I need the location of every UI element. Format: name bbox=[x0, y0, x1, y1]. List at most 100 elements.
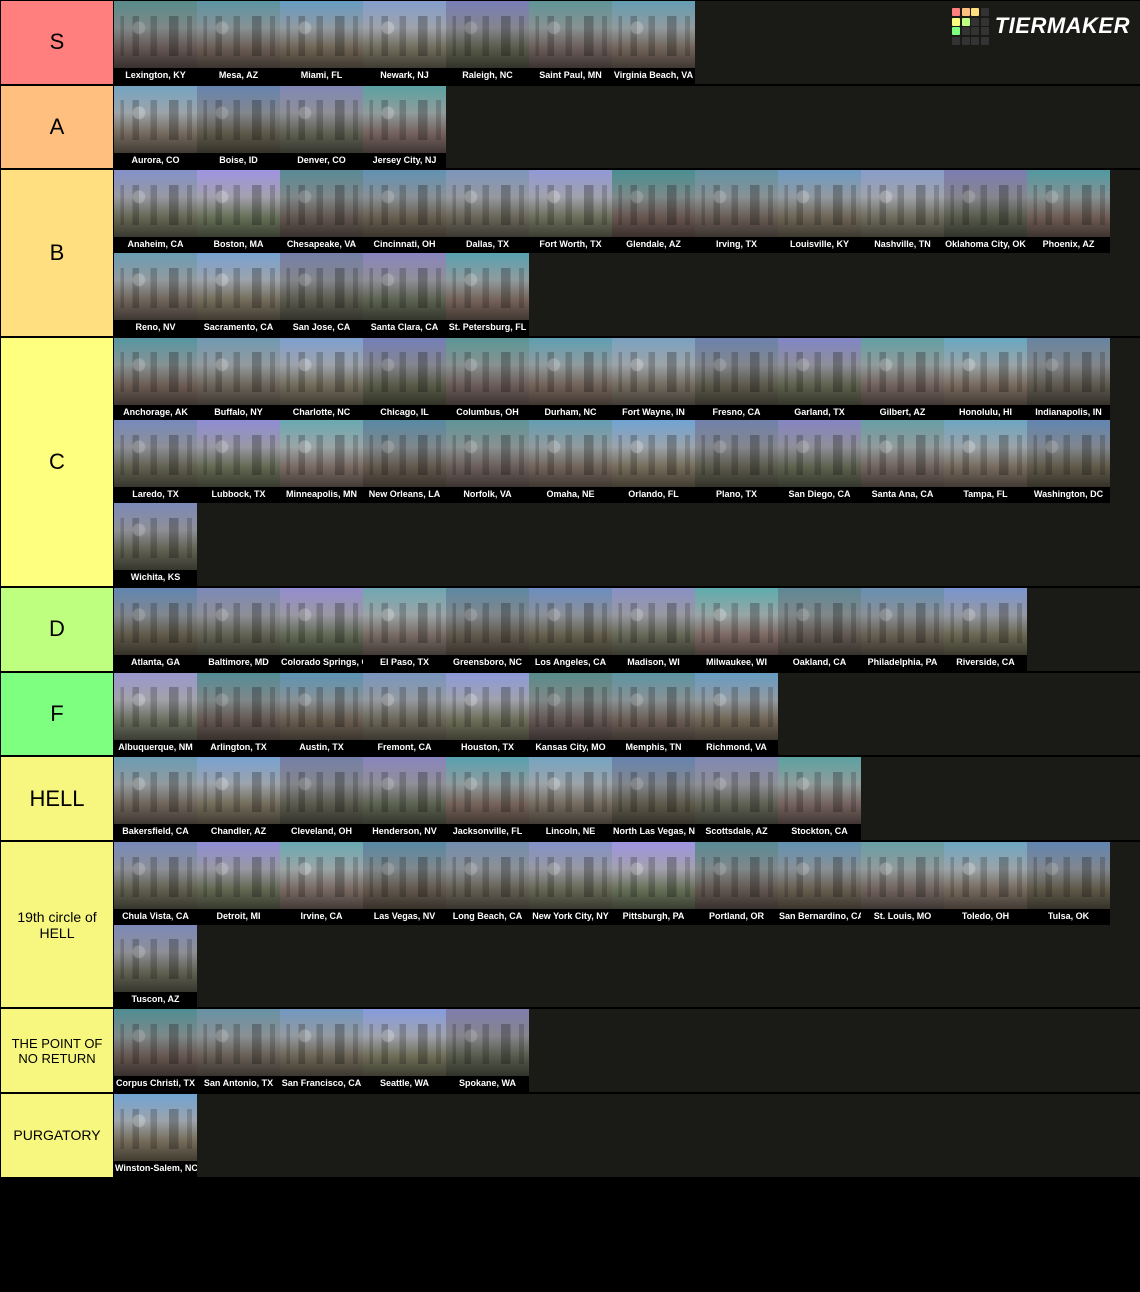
tier-label[interactable]: HELL bbox=[1, 757, 114, 840]
tier-item[interactable]: El Paso, TX bbox=[363, 588, 446, 671]
tier-item[interactable]: Lubbock, TX bbox=[197, 420, 280, 503]
tier-item[interactable]: Spokane, WA bbox=[446, 1009, 529, 1092]
tier-item[interactable]: Jersey City, NJ bbox=[363, 86, 446, 169]
tier-item[interactable]: Buffalo, NY bbox=[197, 338, 280, 421]
tier-item[interactable]: Anaheim, CA bbox=[114, 170, 197, 253]
tier-item[interactable]: Pittsburgh, PA bbox=[612, 842, 695, 925]
tier-item[interactable]: New York City, NY bbox=[529, 842, 612, 925]
tier-item[interactable]: Omaha, NE bbox=[529, 420, 612, 503]
tier-item[interactable]: Minneapolis, MN bbox=[280, 420, 363, 503]
tier-item[interactable]: Lincoln, NE bbox=[529, 757, 612, 840]
tier-item[interactable]: Fort Wayne, IN bbox=[612, 338, 695, 421]
tier-item[interactable]: New Orleans, LA bbox=[363, 420, 446, 503]
tier-item[interactable]: North Las Vegas, NV bbox=[612, 757, 695, 840]
tier-item[interactable]: Virginia Beach, VA bbox=[612, 1, 695, 84]
tier-item[interactable]: Irving, TX bbox=[695, 170, 778, 253]
tier-item[interactable]: Charlotte, NC bbox=[280, 338, 363, 421]
tier-item[interactable]: Chesapeake, VA bbox=[280, 170, 363, 253]
tier-item[interactable]: Denver, CO bbox=[280, 86, 363, 169]
tier-item[interactable]: Nashville, TN bbox=[861, 170, 944, 253]
tier-item[interactable]: Santa Ana, CA bbox=[861, 420, 944, 503]
tier-item[interactable]: Arlington, TX bbox=[197, 673, 280, 756]
tier-item[interactable]: Scottsdale, AZ bbox=[695, 757, 778, 840]
tier-item[interactable]: Washington, DC bbox=[1027, 420, 1110, 503]
tier-label[interactable]: D bbox=[1, 588, 114, 671]
tier-item[interactable]: Orlando, FL bbox=[612, 420, 695, 503]
tier-item[interactable]: Sacramento, CA bbox=[197, 253, 280, 336]
tier-item[interactable]: Corpus Christi, TX bbox=[114, 1009, 197, 1092]
tier-item[interactable]: Kansas City, MO bbox=[529, 673, 612, 756]
tier-item[interactable]: Colorado Springs, CO bbox=[280, 588, 363, 671]
tier-item[interactable]: Chandler, AZ bbox=[197, 757, 280, 840]
tier-item[interactable]: Oklahoma City, OK bbox=[944, 170, 1027, 253]
tier-item[interactable]: Albuquerque, NM bbox=[114, 673, 197, 756]
tier-item[interactable]: Winston-Salem, NC bbox=[114, 1094, 197, 1177]
tier-item[interactable]: Madison, WI bbox=[612, 588, 695, 671]
tier-item[interactable]: Seattle, WA bbox=[363, 1009, 446, 1092]
tier-item[interactable]: Fort Worth, TX bbox=[529, 170, 612, 253]
tier-item[interactable]: Fremont, CA bbox=[363, 673, 446, 756]
tier-item[interactable]: Louisville, KY bbox=[778, 170, 861, 253]
tier-item[interactable]: Oakland, CA bbox=[778, 588, 861, 671]
tier-item[interactable]: Anchorage, AK bbox=[114, 338, 197, 421]
tier-item[interactable]: Boston, MA bbox=[197, 170, 280, 253]
tier-item[interactable]: Glendale, AZ bbox=[612, 170, 695, 253]
tier-item[interactable]: Cincinnati, OH bbox=[363, 170, 446, 253]
tier-item[interactable]: Henderson, NV bbox=[363, 757, 446, 840]
tier-item[interactable]: Philadelphia, PA bbox=[861, 588, 944, 671]
tier-item[interactable]: Durham, NC bbox=[529, 338, 612, 421]
tier-item[interactable]: Riverside, CA bbox=[944, 588, 1027, 671]
tier-item[interactable]: Greensboro, NC bbox=[446, 588, 529, 671]
tier-item[interactable]: Detroit, MI bbox=[197, 842, 280, 925]
tier-item[interactable]: St. Petersburg, FL bbox=[446, 253, 529, 336]
tier-item[interactable]: Raleigh, NC bbox=[446, 1, 529, 84]
tier-item[interactable]: Santa Clara, CA bbox=[363, 253, 446, 336]
tier-label[interactable]: A bbox=[1, 86, 114, 169]
tier-item[interactable]: Houston, TX bbox=[446, 673, 529, 756]
tier-item[interactable]: Miami, FL bbox=[280, 1, 363, 84]
tier-item[interactable]: Jacksonville, FL bbox=[446, 757, 529, 840]
tier-label[interactable]: C bbox=[1, 338, 114, 586]
tier-item[interactable]: Portland, OR bbox=[695, 842, 778, 925]
tier-label[interactable]: F bbox=[1, 673, 114, 756]
tier-item[interactable]: San Bernardino, CA bbox=[778, 842, 861, 925]
tier-item[interactable]: Atlanta, GA bbox=[114, 588, 197, 671]
tier-item[interactable]: Saint Paul, MN bbox=[529, 1, 612, 84]
tier-item[interactable]: Columbus, OH bbox=[446, 338, 529, 421]
tier-item[interactable]: San Antonio, TX bbox=[197, 1009, 280, 1092]
tier-item[interactable]: Honolulu, HI bbox=[944, 338, 1027, 421]
tier-item[interactable]: Gilbert, AZ bbox=[861, 338, 944, 421]
tier-item[interactable]: Aurora, CO bbox=[114, 86, 197, 169]
tier-item[interactable]: San Jose, CA bbox=[280, 253, 363, 336]
tier-item[interactable]: Fresno, CA bbox=[695, 338, 778, 421]
tier-item[interactable]: Tampa, FL bbox=[944, 420, 1027, 503]
tier-item[interactable]: Milwaukee, WI bbox=[695, 588, 778, 671]
tier-item[interactable]: Cleveland, OH bbox=[280, 757, 363, 840]
tier-item[interactable]: Tuscon, AZ bbox=[114, 925, 197, 1008]
tier-label[interactable]: B bbox=[1, 170, 114, 335]
tier-label[interactable]: S bbox=[1, 1, 114, 84]
tier-item[interactable]: Los Angeles, CA bbox=[529, 588, 612, 671]
tier-item[interactable]: Long Beach, CA bbox=[446, 842, 529, 925]
tier-label[interactable]: 19th circle of HELL bbox=[1, 842, 114, 1007]
tier-item[interactable]: San Diego, CA bbox=[778, 420, 861, 503]
tier-item[interactable]: Dallas, TX bbox=[446, 170, 529, 253]
tier-item[interactable]: Mesa, AZ bbox=[197, 1, 280, 84]
tier-item[interactable]: Toledo, OH bbox=[944, 842, 1027, 925]
tier-label[interactable]: THE POINT OF NO RETURN bbox=[1, 1009, 114, 1092]
tier-item[interactable]: Tulsa, OK bbox=[1027, 842, 1110, 925]
tier-item[interactable]: Memphis, TN bbox=[612, 673, 695, 756]
tier-item[interactable]: Irvine, CA bbox=[280, 842, 363, 925]
tier-item[interactable]: Chula Vista, CA bbox=[114, 842, 197, 925]
tier-item[interactable]: Stockton, CA bbox=[778, 757, 861, 840]
tier-item[interactable]: Wichita, KS bbox=[114, 503, 197, 586]
tier-item[interactable]: Lexington, KY bbox=[114, 1, 197, 84]
tier-item[interactable]: Laredo, TX bbox=[114, 420, 197, 503]
tier-item[interactable]: St. Louis, MO bbox=[861, 842, 944, 925]
tier-item[interactable]: Garland, TX bbox=[778, 338, 861, 421]
tier-item[interactable]: San Francisco, CA bbox=[280, 1009, 363, 1092]
tier-item[interactable]: Reno, NV bbox=[114, 253, 197, 336]
tier-item[interactable]: Phoenix, AZ bbox=[1027, 170, 1110, 253]
tier-item[interactable]: Las Vegas, NV bbox=[363, 842, 446, 925]
tier-label[interactable]: PURGATORY bbox=[1, 1094, 114, 1177]
